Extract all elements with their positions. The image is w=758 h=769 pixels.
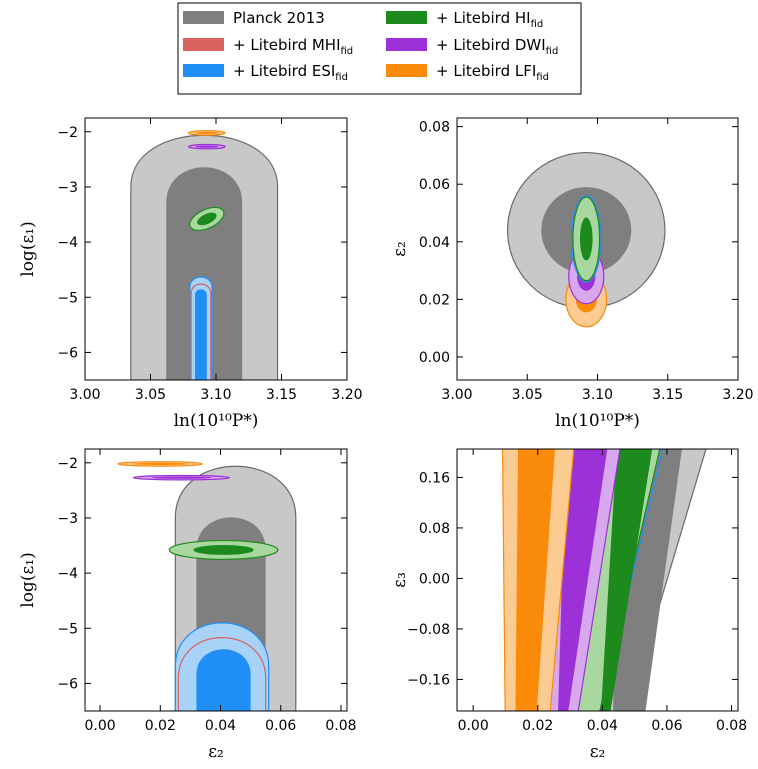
y-tick-label: 0.04 bbox=[419, 235, 450, 251]
y-tick-label: 0.02 bbox=[419, 292, 450, 308]
y-tick-label: −6 bbox=[57, 676, 78, 692]
legend-label-planck: Planck 2013 bbox=[233, 9, 325, 27]
axes-frame-bottom-right bbox=[456, 448, 739, 712]
y-tick-label: −3 bbox=[57, 511, 78, 527]
contour-esi-outer bbox=[570, 195, 602, 283]
x-tick-label: 3.15 bbox=[266, 387, 297, 403]
y-tick-label: 0.08 bbox=[419, 120, 450, 136]
y-tick-label: −0.16 bbox=[407, 672, 450, 688]
legend-label-hi: + Litebird HIfid bbox=[436, 9, 543, 30]
legend-swatch-lfi bbox=[386, 64, 427, 77]
x-tick-label: 0.06 bbox=[651, 718, 682, 734]
y-tick-label: −4 bbox=[57, 566, 78, 582]
x-axis-label: ln(10¹⁰P*) bbox=[555, 411, 640, 431]
y-tick-label: 0.16 bbox=[419, 470, 450, 486]
axes-frame-bottom-left bbox=[84, 448, 348, 712]
contour-dwi-inner bbox=[195, 145, 219, 148]
y-axis-label: log(ε₁) bbox=[18, 221, 38, 276]
contour-hi-inner bbox=[600, 449, 653, 711]
x-axis-label: ln(10¹⁰P*) bbox=[174, 411, 259, 431]
y-tick-label: 0.00 bbox=[419, 571, 450, 587]
x-tick-label: 0.02 bbox=[145, 718, 176, 734]
y-tick-label: 0.06 bbox=[419, 177, 450, 193]
y-tick-label: −2 bbox=[57, 456, 78, 472]
contour-mhi-outer bbox=[190, 283, 212, 380]
y-axis-label: ε₂ bbox=[390, 241, 410, 257]
legend-label-lfi: + Litebird LFIfid bbox=[436, 62, 549, 83]
x-tick-label: 3.20 bbox=[722, 387, 753, 403]
contour-esi-inner bbox=[196, 649, 251, 711]
contour-dwi-inner bbox=[151, 476, 212, 479]
x-tick-label: 0.04 bbox=[205, 718, 236, 734]
x-tick-label: 0.08 bbox=[716, 718, 747, 734]
contour-hi-inner bbox=[197, 212, 217, 226]
x-tick-label: 0.08 bbox=[325, 718, 356, 734]
contour-dwi-inner bbox=[558, 449, 608, 711]
contour-mhi-outer bbox=[177, 637, 267, 711]
x-tick-label: 0.02 bbox=[522, 718, 553, 734]
plot-area-bottom-left bbox=[117, 461, 297, 711]
panel-bottom-left: 0.00 0.02 0.04 0.06 0.08 −2 −3 −4 −5 −6 ε₂ log(ε₁) bbox=[18, 448, 357, 762]
legend-label-esi: + Litebird ESIfid bbox=[233, 62, 348, 83]
y-tick-label: −4 bbox=[57, 235, 78, 251]
y-axis-label: ε₃ bbox=[390, 572, 410, 588]
legend-swatch-hi bbox=[386, 11, 427, 24]
y-axis-label: log(ε₁) bbox=[18, 552, 38, 607]
contour-lfi-inner bbox=[195, 131, 219, 134]
x-tick-label: 3.10 bbox=[200, 387, 231, 403]
panel-bottom-right: 0.00 0.02 0.04 0.06 0.08 0.16 0.08 0.00 −0.08 −0.… bbox=[390, 448, 747, 762]
legend: Planck 2013 + Litebird MHIfid + Litebird E… bbox=[177, 2, 582, 95]
y-tick-label: −6 bbox=[57, 345, 78, 361]
contour-hi-inner bbox=[579, 217, 593, 261]
x-tick-label: 3.00 bbox=[441, 387, 472, 403]
panel-top-right: 3.00 3.05 3.10 3.15 3.20 0.00 0.02 0.04 0.06 0.08… bbox=[390, 117, 754, 431]
contour-planck-inner bbox=[166, 167, 243, 380]
y-tick-label: 0.08 bbox=[419, 521, 450, 537]
x-tick-label: 3.05 bbox=[512, 387, 543, 403]
x-tick-label: 3.15 bbox=[652, 387, 683, 403]
plot-area-bottom-right bbox=[501, 449, 707, 711]
plot-area-top-right bbox=[506, 151, 666, 328]
legend-label-mhi: + Litebird MHIfid bbox=[233, 36, 353, 57]
y-tick-label: −5 bbox=[57, 621, 78, 637]
legend-label-dwi: + Litebird DWIfid bbox=[436, 36, 558, 57]
x-tick-label: 0.00 bbox=[84, 718, 115, 734]
x-axis-label: ε₂ bbox=[208, 742, 224, 762]
legend-swatch-esi bbox=[183, 64, 224, 77]
x-tick-label: 0.04 bbox=[587, 718, 618, 734]
legend-frame bbox=[177, 2, 582, 95]
x-tick-label: 3.05 bbox=[135, 387, 166, 403]
panel-top-left: 3.00 3.05 3.10 3.15 3.20 −2 −3 −4 −5 −6 ln(10¹⁰P*)… bbox=[18, 117, 363, 431]
x-tick-label: 3.20 bbox=[331, 387, 362, 403]
y-tick-label: −5 bbox=[57, 290, 78, 306]
y-tick-label: 0.00 bbox=[419, 350, 450, 366]
y-tick-label: −2 bbox=[57, 125, 78, 141]
legend-swatch-dwi bbox=[386, 38, 427, 51]
contour-lfi-inner bbox=[133, 462, 188, 465]
plot-area-top-left bbox=[130, 130, 279, 380]
legend-swatch-planck bbox=[183, 11, 224, 24]
contour-hi-inner bbox=[193, 544, 254, 555]
x-tick-label: 0.00 bbox=[458, 718, 489, 734]
x-tick-label: 3.00 bbox=[69, 387, 100, 403]
legend-swatch-mhi bbox=[183, 38, 224, 51]
y-tick-label: −3 bbox=[57, 180, 78, 196]
x-tick-label: 3.10 bbox=[582, 387, 613, 403]
x-axis-label: ε₂ bbox=[590, 742, 606, 762]
contour-lfi-inner bbox=[515, 449, 555, 711]
y-tick-label: −0.08 bbox=[407, 622, 450, 638]
contour-esi-inner bbox=[195, 289, 207, 380]
x-tick-label: 0.06 bbox=[265, 718, 296, 734]
